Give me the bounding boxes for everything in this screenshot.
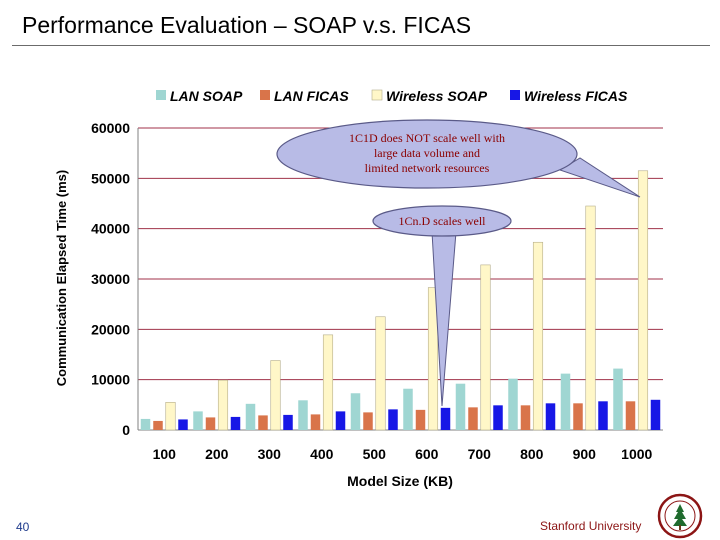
bar-lan_soap (455, 383, 466, 430)
bar-wireless_soap (532, 241, 544, 431)
bar-lan_ficas (415, 409, 426, 430)
bar-wireless_ficas (335, 411, 346, 430)
callout-pointer (558, 157, 641, 198)
legend-swatch (156, 90, 166, 100)
bar-wireless_soap (427, 287, 439, 431)
y-tick-label: 40000 (91, 221, 130, 237)
y-tick-label: 50000 (91, 170, 130, 186)
bar-wireless_soap (165, 402, 176, 431)
page-number: 40 (16, 520, 30, 534)
x-tick-label: 700 (468, 446, 492, 462)
y-tick-label: 10000 (91, 372, 130, 388)
bar-lan_ficas (205, 417, 216, 430)
y-tick-label: 60000 (91, 120, 130, 136)
y-axis-title: Communication Elapsed Time (ms) (54, 170, 69, 386)
x-tick-label: 600 (415, 446, 439, 462)
y-tick-label: 20000 (91, 321, 130, 337)
bar-wireless_soap (322, 334, 334, 431)
bar-wireless_soap (480, 264, 491, 431)
bar-wireless_ficas (493, 405, 503, 430)
bar-lan_ficas (573, 403, 583, 430)
bar-wireless_soap (217, 379, 229, 431)
bar-lan_soap (613, 368, 623, 430)
bar-wireless_soap (637, 170, 649, 431)
legend-label: LAN SOAP (170, 88, 243, 104)
legend-swatch (510, 90, 520, 100)
legend-label: Wireless FICAS (524, 88, 628, 104)
bar-wireless_ficas (283, 414, 293, 430)
bar-wireless_ficas (650, 399, 661, 430)
title-divider (12, 45, 710, 46)
x-tick-label: 100 (153, 446, 177, 462)
bar-lan_soap (140, 418, 151, 430)
bar-lan_soap (403, 388, 413, 430)
legend-label: LAN FICAS (274, 88, 349, 104)
y-tick-label: 30000 (91, 271, 130, 287)
bar-lan_ficas (625, 401, 636, 430)
x-tick-label: 1000 (621, 446, 652, 462)
legend-swatch (260, 90, 270, 100)
x-tick-label: 500 (363, 446, 387, 462)
x-tick-label: 400 (310, 446, 334, 462)
x-tick-label: 900 (573, 446, 597, 462)
stanford-seal-icon (657, 493, 703, 539)
bar-lan_ficas (363, 412, 373, 430)
bar-lan_soap (193, 411, 203, 430)
x-tick-label: 200 (205, 446, 229, 462)
bar-wireless_soap (375, 316, 386, 431)
x-tick-label: 300 (258, 446, 282, 462)
callout-text: 1Cn.D scales well (399, 214, 487, 228)
bar-lan_ficas (520, 405, 531, 430)
bar-lan_ficas (310, 414, 321, 430)
bar-lan_soap (508, 378, 518, 430)
bar-wireless_ficas (230, 416, 241, 430)
university-label: Stanford University (540, 519, 642, 533)
bar-wireless_ficas (545, 403, 556, 430)
bar-lan_ficas (258, 415, 268, 430)
bar-wireless_soap (585, 205, 596, 431)
callout-text: large data volume and (374, 146, 480, 160)
bar-wireless_ficas (178, 419, 188, 430)
bar-lan_soap (560, 373, 571, 430)
bar-wireless_ficas (388, 409, 398, 430)
bar-lan_soap (350, 393, 361, 430)
bar-wireless_ficas (598, 401, 608, 430)
bar-wireless_ficas (440, 407, 451, 430)
bar-wireless_soap (270, 360, 281, 431)
bar-lan_soap (245, 403, 256, 430)
callout-text: 1C1D does NOT scale well with (349, 131, 505, 145)
bar-lan_ficas (468, 407, 478, 430)
callout-bubble (372, 205, 512, 237)
x-axis-title: Model Size (KB) (347, 473, 453, 489)
slide-title: Performance Evaluation – SOAP v.s. FICAS (22, 12, 472, 38)
legend-swatch (371, 89, 383, 101)
callout-bubble (276, 119, 578, 189)
bar-lan_soap (298, 400, 308, 430)
x-tick-label: 800 (520, 446, 544, 462)
y-tick-label: 0 (122, 422, 130, 438)
legend-label: Wireless SOAP (386, 88, 488, 104)
callout-text: limited network resources (365, 161, 490, 175)
bar-lan_ficas (153, 420, 163, 430)
